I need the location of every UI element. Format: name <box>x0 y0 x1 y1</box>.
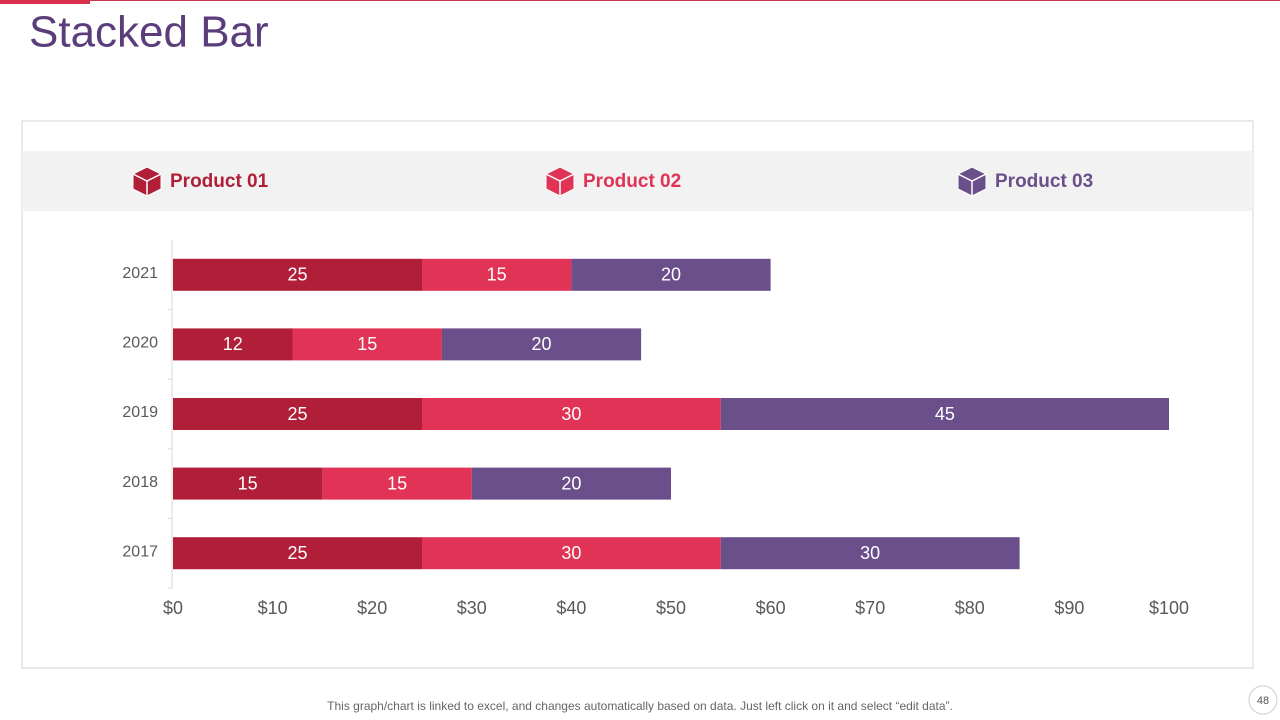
y-tick-label: 2018 <box>122 474 158 491</box>
x-tick-label: $10 <box>258 598 288 618</box>
legend-label: Product 03 <box>995 171 1093 192</box>
x-tick-label: $30 <box>457 598 487 618</box>
data-label: 20 <box>532 334 552 354</box>
data-label: 20 <box>561 473 581 493</box>
x-tick-label: $50 <box>656 598 686 618</box>
data-label: 25 <box>287 265 307 285</box>
bar-segment <box>173 537 422 570</box>
bar-segment <box>422 537 721 570</box>
bar-segment <box>173 467 323 500</box>
x-tick-label: $40 <box>556 598 586 618</box>
bar-segment <box>173 328 293 361</box>
page-number: 48 <box>1257 695 1269 707</box>
data-label: 25 <box>287 404 307 424</box>
x-tick-label: $90 <box>1054 598 1084 618</box>
data-label: 15 <box>357 334 377 354</box>
footer-note: This graph/chart is linked to excel, and… <box>327 699 953 713</box>
bar-segment <box>720 537 1020 570</box>
bar-segment <box>322 467 472 500</box>
bar-segment <box>571 258 771 291</box>
chart-card <box>21 120 1254 669</box>
bar-segment <box>173 258 422 291</box>
page-title: Stacked Bar <box>29 8 269 57</box>
data-label: 45 <box>935 404 955 424</box>
data-label: 15 <box>238 473 258 493</box>
legend-label: Product 02 <box>583 171 681 192</box>
top-accent <box>0 0 90 4</box>
x-tick-label: $0 <box>163 598 183 618</box>
data-label: 15 <box>387 473 407 493</box>
data-label: 30 <box>860 543 880 563</box>
y-tick-label: 2017 <box>122 543 158 560</box>
page-number-badge <box>1248 685 1278 715</box>
bar-segment <box>441 328 642 361</box>
y-tick-label: 2020 <box>122 335 158 352</box>
bar-segment <box>720 398 1169 430</box>
x-tick-label: $100 <box>1149 598 1189 618</box>
x-tick-label: $60 <box>756 598 786 618</box>
x-tick-label: $20 <box>357 598 387 618</box>
legend-label: Product 01 <box>170 171 269 192</box>
bar-segment <box>422 398 721 430</box>
data-label: 25 <box>287 543 307 563</box>
legend-band <box>22 151 1253 211</box>
bar-segment <box>471 467 671 500</box>
y-tick-label: 2021 <box>122 265 158 282</box>
bar-segment <box>292 328 442 361</box>
bar-segment <box>173 398 422 430</box>
bar-segment <box>422 258 572 291</box>
x-tick-label: $70 <box>855 598 885 618</box>
data-label: 12 <box>223 334 243 354</box>
data-label: 20 <box>661 265 681 285</box>
data-label: 30 <box>561 543 581 563</box>
data-label: 30 <box>561 404 581 424</box>
y-tick-label: 2019 <box>122 404 158 421</box>
x-tick-label: $80 <box>955 598 985 618</box>
data-label: 15 <box>487 265 507 285</box>
